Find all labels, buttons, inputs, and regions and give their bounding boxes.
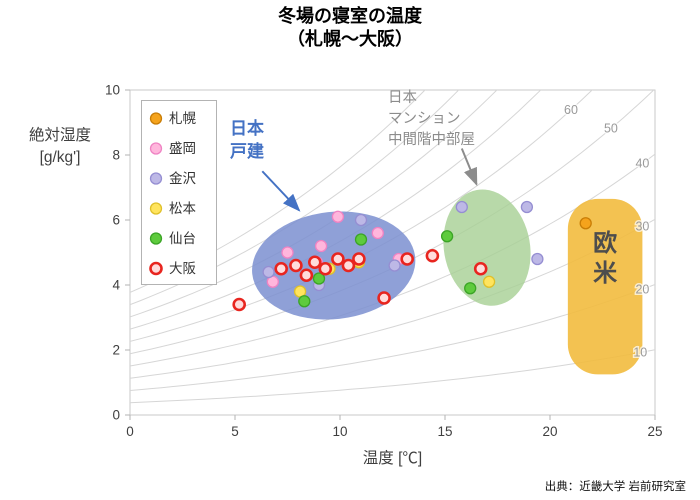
y-axis-title: 絶対湿度 (29, 126, 91, 144)
point-sendai (312, 272, 326, 285)
y-tick-label: 10 (105, 83, 120, 98)
legend-marker-matsumoto (149, 202, 163, 215)
legend-box (141, 100, 217, 285)
y-tick-label: 2 (112, 343, 120, 358)
rh-label-60: 60 (564, 103, 578, 117)
rh-label-50: 50 (604, 122, 618, 136)
point-morioka (371, 226, 384, 240)
point-osaka (274, 261, 289, 276)
region-west-label: 米 (593, 260, 617, 287)
x-tick-label: 20 (542, 424, 557, 439)
point-kanazawa (520, 200, 534, 214)
point-osaka (352, 252, 366, 266)
point-kanazawa (354, 213, 368, 227)
point-kanazawa (388, 259, 401, 272)
x-tick-label: 0 (126, 424, 134, 439)
point-osaka (331, 252, 345, 266)
y-tick-label: 0 (112, 408, 120, 423)
region-west (567, 198, 643, 375)
x-tick-label: 25 (647, 424, 662, 439)
point-morioka (314, 239, 328, 253)
annotation-arrow (261, 170, 301, 212)
rh-curve-90 (130, 90, 460, 306)
point-osaka (307, 255, 322, 270)
legend-label-kanazawa: 金沢 (169, 171, 196, 186)
point-osaka (232, 297, 246, 312)
rh-label-20: 20 (635, 282, 649, 296)
legend-marker-morioka (149, 142, 163, 155)
point-osaka (341, 258, 356, 273)
x-axis-title: 温度 [℃] (363, 449, 422, 467)
point-sendai (464, 282, 477, 295)
legend-marker-kanazawa (149, 172, 163, 185)
rh-curve-10 (130, 349, 655, 404)
x-tick-label: 15 (437, 424, 452, 439)
point-morioka (281, 246, 294, 259)
point-sapporo (579, 217, 592, 230)
annotation-arrow (460, 148, 478, 187)
title-line1: 冬場の寝室の温度 (278, 6, 422, 26)
series-sapporo (579, 217, 592, 230)
point-osaka (425, 248, 440, 263)
rh-curve-70 (130, 90, 542, 330)
series-osaka (232, 248, 488, 312)
annotation-mansion-label: 日本 マンション 中間階中部屋 (388, 90, 475, 149)
legend-marker-osaka (149, 261, 163, 276)
source-credit: 出典：近畿大学 岩前研究室 (544, 481, 686, 493)
rh-label-10: 10 (633, 346, 647, 360)
rh-label-40: 40 (635, 157, 649, 171)
legend-label-matsumoto: 松本 (169, 201, 196, 216)
rh-curve-80 (130, 90, 498, 318)
y-axis-title: [g/kg'] (40, 149, 81, 166)
point-osaka (318, 261, 333, 276)
point-kanazawa (262, 265, 275, 279)
legend-label-sendai: 仙台 (169, 231, 196, 246)
x-tick-label: 10 (332, 424, 347, 439)
legend-label-osaka: 大阪 (169, 261, 196, 276)
rh-curve-100 (130, 90, 426, 293)
legend-marker-sapporo (149, 112, 163, 125)
y-tick-label: 8 (112, 148, 120, 163)
point-osaka (289, 258, 303, 273)
rh-label-30: 30 (635, 219, 649, 233)
legend-label-morioka: 盛岡 (169, 141, 196, 156)
point-osaka (377, 291, 391, 305)
point-matsumoto (482, 275, 496, 288)
rh-curve-30 (130, 218, 655, 379)
point-kanazawa (455, 200, 468, 214)
point-osaka (400, 252, 415, 266)
highlight-region (443, 189, 531, 306)
rh-curve-20 (130, 284, 655, 391)
point-sendai (354, 233, 368, 246)
point-kanazawa (531, 252, 544, 266)
y-tick-label: 4 (112, 278, 120, 293)
region-west-label: 欧 (593, 229, 617, 257)
legend-label-sapporo: 札幌 (169, 111, 196, 126)
title-line2: （札幌〜大阪） (287, 29, 413, 49)
legend-marker-sendai (149, 232, 163, 245)
point-osaka (299, 268, 314, 283)
point-sendai (298, 295, 311, 308)
x-tick-label: 5 (231, 424, 239, 439)
chart-title: 冬場の寝室の温度 （札幌〜大阪） (0, 5, 700, 51)
point-osaka (473, 261, 488, 276)
point-sendai (440, 230, 454, 243)
point-morioka (331, 210, 345, 223)
y-tick-label: 6 (112, 213, 120, 228)
annotation-house-label: 日本 戸建 (230, 119, 264, 161)
series-sendai (298, 230, 477, 308)
